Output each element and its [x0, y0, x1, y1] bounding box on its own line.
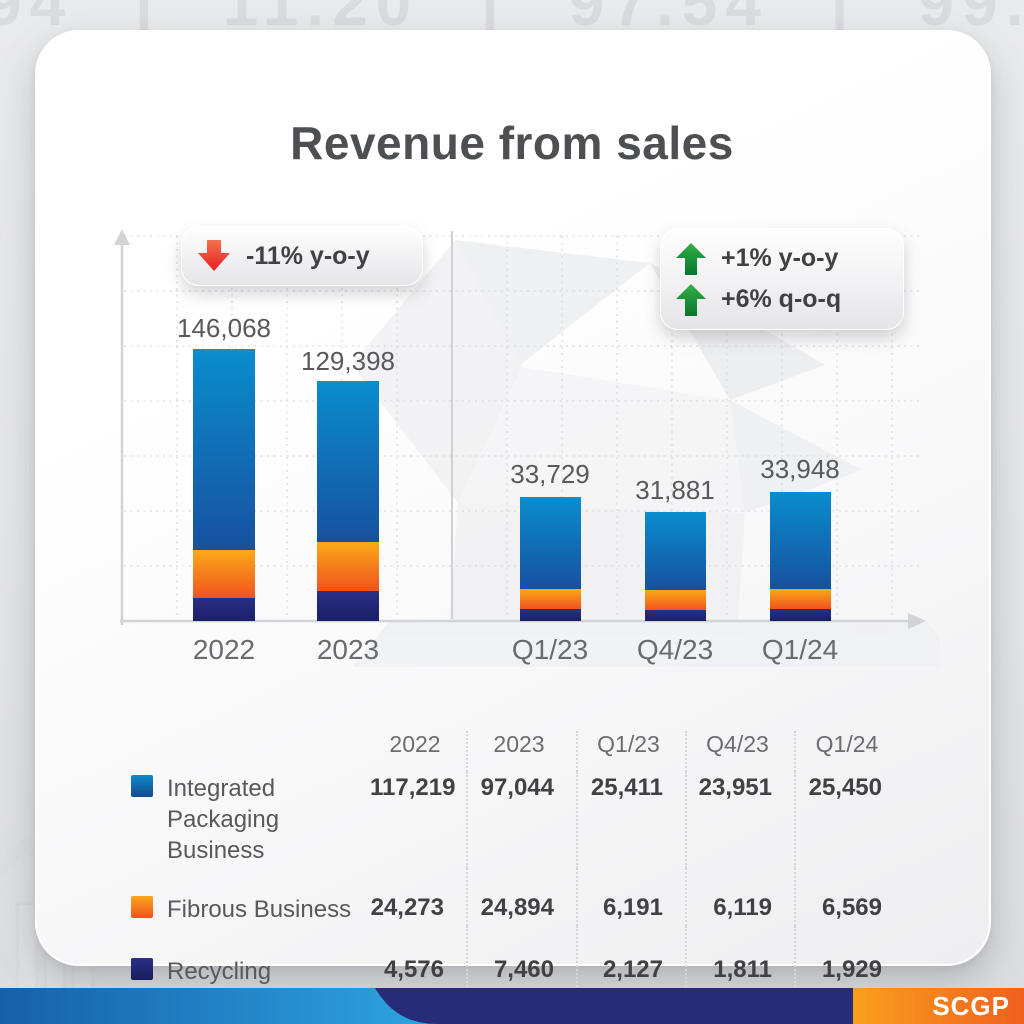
bar-2022-fibrous [193, 550, 255, 598]
bar-value-q4-23: 31,881 [635, 475, 715, 505]
revenue-table: 2022 2023 Q1/23 Q4/23 Q1/24 Integrated P… [130, 731, 904, 1020]
footer-orange-segment [853, 988, 1024, 1024]
down-arrow-icon [196, 238, 232, 274]
cell-fibrous-2022: 24,273 [370, 893, 444, 921]
bar-2023 [317, 381, 379, 621]
bar-q4-23-integrated [645, 512, 706, 590]
bar-value-q1-24: 33,948 [760, 454, 840, 484]
bar-2022-integrated [193, 349, 255, 550]
column-header-q4-23: Q4/23 [685, 731, 795, 772]
legend-item-integrated: Integrated Packaging Business [130, 772, 370, 868]
bar-2023-recycling [317, 591, 379, 621]
legend-swatch-recycling [131, 957, 153, 980]
cell-fibrous-q4-23: 6,119 [685, 867, 795, 926]
yoy-growth-label: +1% y-o-y [721, 244, 839, 272]
bar-value-q1-23: 33,729 [510, 459, 590, 489]
category-2023: 2023 [317, 634, 379, 665]
brand-footer-bar: SCGP [0, 988, 1024, 1024]
table-row: Integrated Packaging Business 117,219 97… [130, 772, 904, 868]
qoq-growth-row: +6% q-o-q [675, 283, 841, 317]
qoq-growth-label: +6% q-o-q [721, 285, 842, 313]
column-header-2023: 2023 [466, 731, 577, 772]
yearly-change-label: -11% y-o-y [246, 241, 370, 270]
bar-q4-23 [645, 512, 706, 621]
column-header-q1-23: Q1/23 [576, 731, 686, 772]
bar-2022 [193, 349, 255, 621]
category-labels: 2022 2023 Q1/23 Q4/23 Q1/24 [193, 634, 838, 665]
up-arrow-icon [675, 283, 707, 317]
bar-q1-24-fibrous [770, 589, 831, 609]
up-arrow-icon [675, 242, 707, 276]
table-corner-cell [130, 731, 370, 772]
table-row: Fibrous Business 24,273 24,894 6,191 6,1… [130, 867, 904, 926]
cell-fibrous-2023: 24,894 [466, 867, 577, 926]
category-q1-23: Q1/23 [512, 634, 588, 665]
cell-fibrous-q1-24: 6,569 [794, 867, 904, 926]
bar-2023-integrated [317, 381, 379, 542]
yearly-change-badge: -11% y-o-y [181, 226, 423, 286]
legend-swatch-integrated [131, 775, 153, 797]
legend-label: Integrated Packaging Business [167, 775, 280, 865]
bar-q1-23-integrated [520, 497, 581, 589]
cell-integrated-q4-23: 23,951 [685, 772, 795, 868]
table-header-row: 2022 2023 Q1/23 Q4/23 Q1/24 [130, 731, 904, 772]
bar-q4-23-fibrous [645, 590, 706, 610]
bar-q4-23-recycling [645, 610, 706, 621]
cell-integrated-2023: 97,044 [466, 772, 577, 868]
page-title: Revenue from sales [290, 117, 734, 169]
bar-2023-fibrous [317, 542, 379, 591]
column-header-2022: 2022 [389, 731, 441, 757]
column-header-q1-24: Q1/24 [794, 731, 904, 772]
bar-value-labels: 146,068 129,398 33,729 31,881 33,948 [177, 313, 840, 505]
bar-value-2022: 146,068 [177, 313, 271, 343]
category-q1-24: Q1/24 [762, 634, 838, 665]
legend-swatch-fibrous [131, 895, 153, 918]
bar-2022-recycling [193, 598, 255, 621]
cell-integrated-q1-23: 25,411 [576, 772, 686, 868]
revenue-bar-chart: 146,068 129,398 33,729 31,881 33,948 202… [114, 229, 940, 667]
yoy-growth-row: +1% y-o-y [675, 242, 838, 276]
bar-q1-23-recycling [520, 609, 581, 621]
quarterly-change-badge: +1% y-o-y +6% q-o-q [660, 228, 904, 330]
bar-value-2023: 129,398 [301, 346, 395, 376]
cell-fibrous-q1-23: 6,191 [576, 867, 686, 926]
bar-q1-24 [770, 492, 831, 621]
scgp-logo: SCGP [932, 991, 1010, 1021]
bar-q1-23 [520, 497, 581, 621]
cell-recycling-2022: 4,576 [383, 955, 444, 983]
bar-q1-24-integrated [770, 492, 831, 589]
legend-item-fibrous: Fibrous Business [130, 868, 370, 926]
cell-integrated-q1-24: 25,450 [794, 772, 904, 868]
legend-label: Fibrous Business [167, 895, 352, 923]
category-2022: 2022 [193, 634, 255, 665]
category-q4-23: Q4/23 [637, 634, 713, 665]
bar-q1-23-fibrous [520, 589, 581, 609]
bar-q1-24-recycling [770, 609, 831, 621]
cell-integrated-2022: 117,219 [370, 774, 456, 801]
